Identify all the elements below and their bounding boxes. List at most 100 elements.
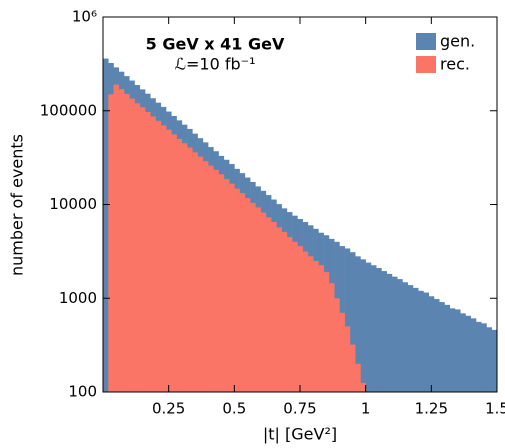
y-tick-label: 10⁶ <box>72 8 97 26</box>
legend-swatch <box>416 33 436 50</box>
histogram-bar <box>365 262 372 392</box>
histogram-bar <box>407 285 414 392</box>
y-tick-label: 10000 <box>49 195 97 213</box>
histogram-bar <box>323 272 330 392</box>
histogram-bar <box>460 313 466 392</box>
histogram-bar <box>134 103 141 393</box>
histogram-bar <box>402 282 408 392</box>
histogram-bar <box>155 120 162 392</box>
histogram-bar <box>176 138 183 392</box>
x-axis-label: |t| [GeV²] <box>263 425 337 444</box>
histogram-bar <box>108 94 114 392</box>
histogram-bar <box>265 217 272 392</box>
histogram-bar <box>355 256 361 392</box>
histogram-bar <box>297 246 303 392</box>
x-tick-label: 0.5 <box>222 400 246 418</box>
histogram-bar <box>391 276 398 392</box>
histogram-bar <box>328 283 335 392</box>
histogram-bar <box>302 251 309 392</box>
y-tick-label: 100 <box>68 383 97 401</box>
histogram-bar <box>292 241 298 392</box>
histogram-bar <box>454 309 461 392</box>
histogram-bar <box>150 116 156 392</box>
histogram-bar <box>360 259 366 392</box>
histogram-bar <box>229 183 235 392</box>
histogram-bar <box>418 290 424 392</box>
histogram-bar <box>339 312 345 392</box>
histogram-bar <box>412 287 419 392</box>
histogram-bar <box>129 98 135 392</box>
histogram-bar <box>197 156 204 392</box>
histogram-bar <box>376 268 382 392</box>
histogram-bar <box>370 265 377 392</box>
x-tick-label: 1 <box>361 400 371 418</box>
histogram-bar <box>491 329 498 392</box>
histogram-bar <box>360 382 366 392</box>
histogram-bar <box>344 248 351 392</box>
histogram-bar <box>307 256 314 392</box>
chart-title: 5 GeV x 41 GeV <box>146 35 285 54</box>
histogram-bar <box>202 161 209 392</box>
histogram-bar <box>250 202 256 392</box>
histogram-bar <box>439 302 445 392</box>
y-axis-label: number of events <box>8 134 27 276</box>
legend-label: gen. <box>440 32 475 51</box>
histogram-bar <box>475 321 482 392</box>
histogram-bar <box>313 260 319 392</box>
histogram-bar <box>103 58 109 392</box>
histogram-bar <box>281 231 288 392</box>
histogram-bar <box>349 344 356 392</box>
histogram-bar <box>223 179 230 392</box>
histogram-bar <box>444 304 451 392</box>
histogram-bar <box>286 237 293 392</box>
x-tick-label: 1.5 <box>485 400 505 418</box>
histogram-bar <box>160 125 167 392</box>
histogram-bar <box>113 84 120 392</box>
histogram-bar <box>470 318 477 392</box>
x-tick-label: 0.25 <box>152 400 185 418</box>
chart-subtitle: ℒ=10 fb⁻¹ <box>174 55 255 74</box>
histogram-bar <box>145 111 151 393</box>
histogram-bar <box>349 252 356 392</box>
histogram-bar <box>139 107 146 392</box>
histogram-bar <box>171 134 177 393</box>
y-tick-label: 1000 <box>59 289 97 307</box>
histogram-bar <box>397 279 403 392</box>
histogram-bar <box>271 222 277 392</box>
histogram-bar <box>166 129 172 392</box>
histogram-bar <box>355 363 361 392</box>
histogram-bar <box>386 273 393 392</box>
histogram-bar <box>344 326 351 392</box>
histogram-bar <box>124 93 130 392</box>
legend-label: rec. <box>440 55 470 74</box>
histogram-bar <box>260 212 267 392</box>
histogram-bar <box>181 143 188 392</box>
histogram-bar <box>423 292 430 392</box>
histogram-bar <box>244 198 251 392</box>
histogram-bar <box>208 165 214 392</box>
histogram-bar <box>433 299 440 392</box>
histogram-bar <box>465 315 472 392</box>
histogram-bar <box>192 152 198 392</box>
histogram-bar <box>428 296 435 392</box>
x-tick-label: 1.25 <box>415 400 448 418</box>
plot-area <box>103 58 498 393</box>
histogram-bar <box>118 89 125 392</box>
histogram-bar <box>381 271 387 392</box>
histogram-bar <box>334 298 340 392</box>
histogram-bar <box>276 227 282 392</box>
histogram-bar <box>481 323 487 392</box>
histogram-bar <box>234 188 240 392</box>
histogram-bar <box>213 169 219 392</box>
histogram-bar <box>239 193 246 392</box>
histogram-bar <box>255 207 261 392</box>
histogram-bar <box>218 174 225 392</box>
y-tick-label: 100000 <box>40 101 97 119</box>
x-tick-label: 0.75 <box>283 400 316 418</box>
legend-swatch <box>416 56 436 73</box>
histogram-bar <box>486 327 493 392</box>
histogram-bar <box>449 308 456 392</box>
histogram-bar <box>187 147 193 392</box>
histogram-bar <box>318 265 324 392</box>
